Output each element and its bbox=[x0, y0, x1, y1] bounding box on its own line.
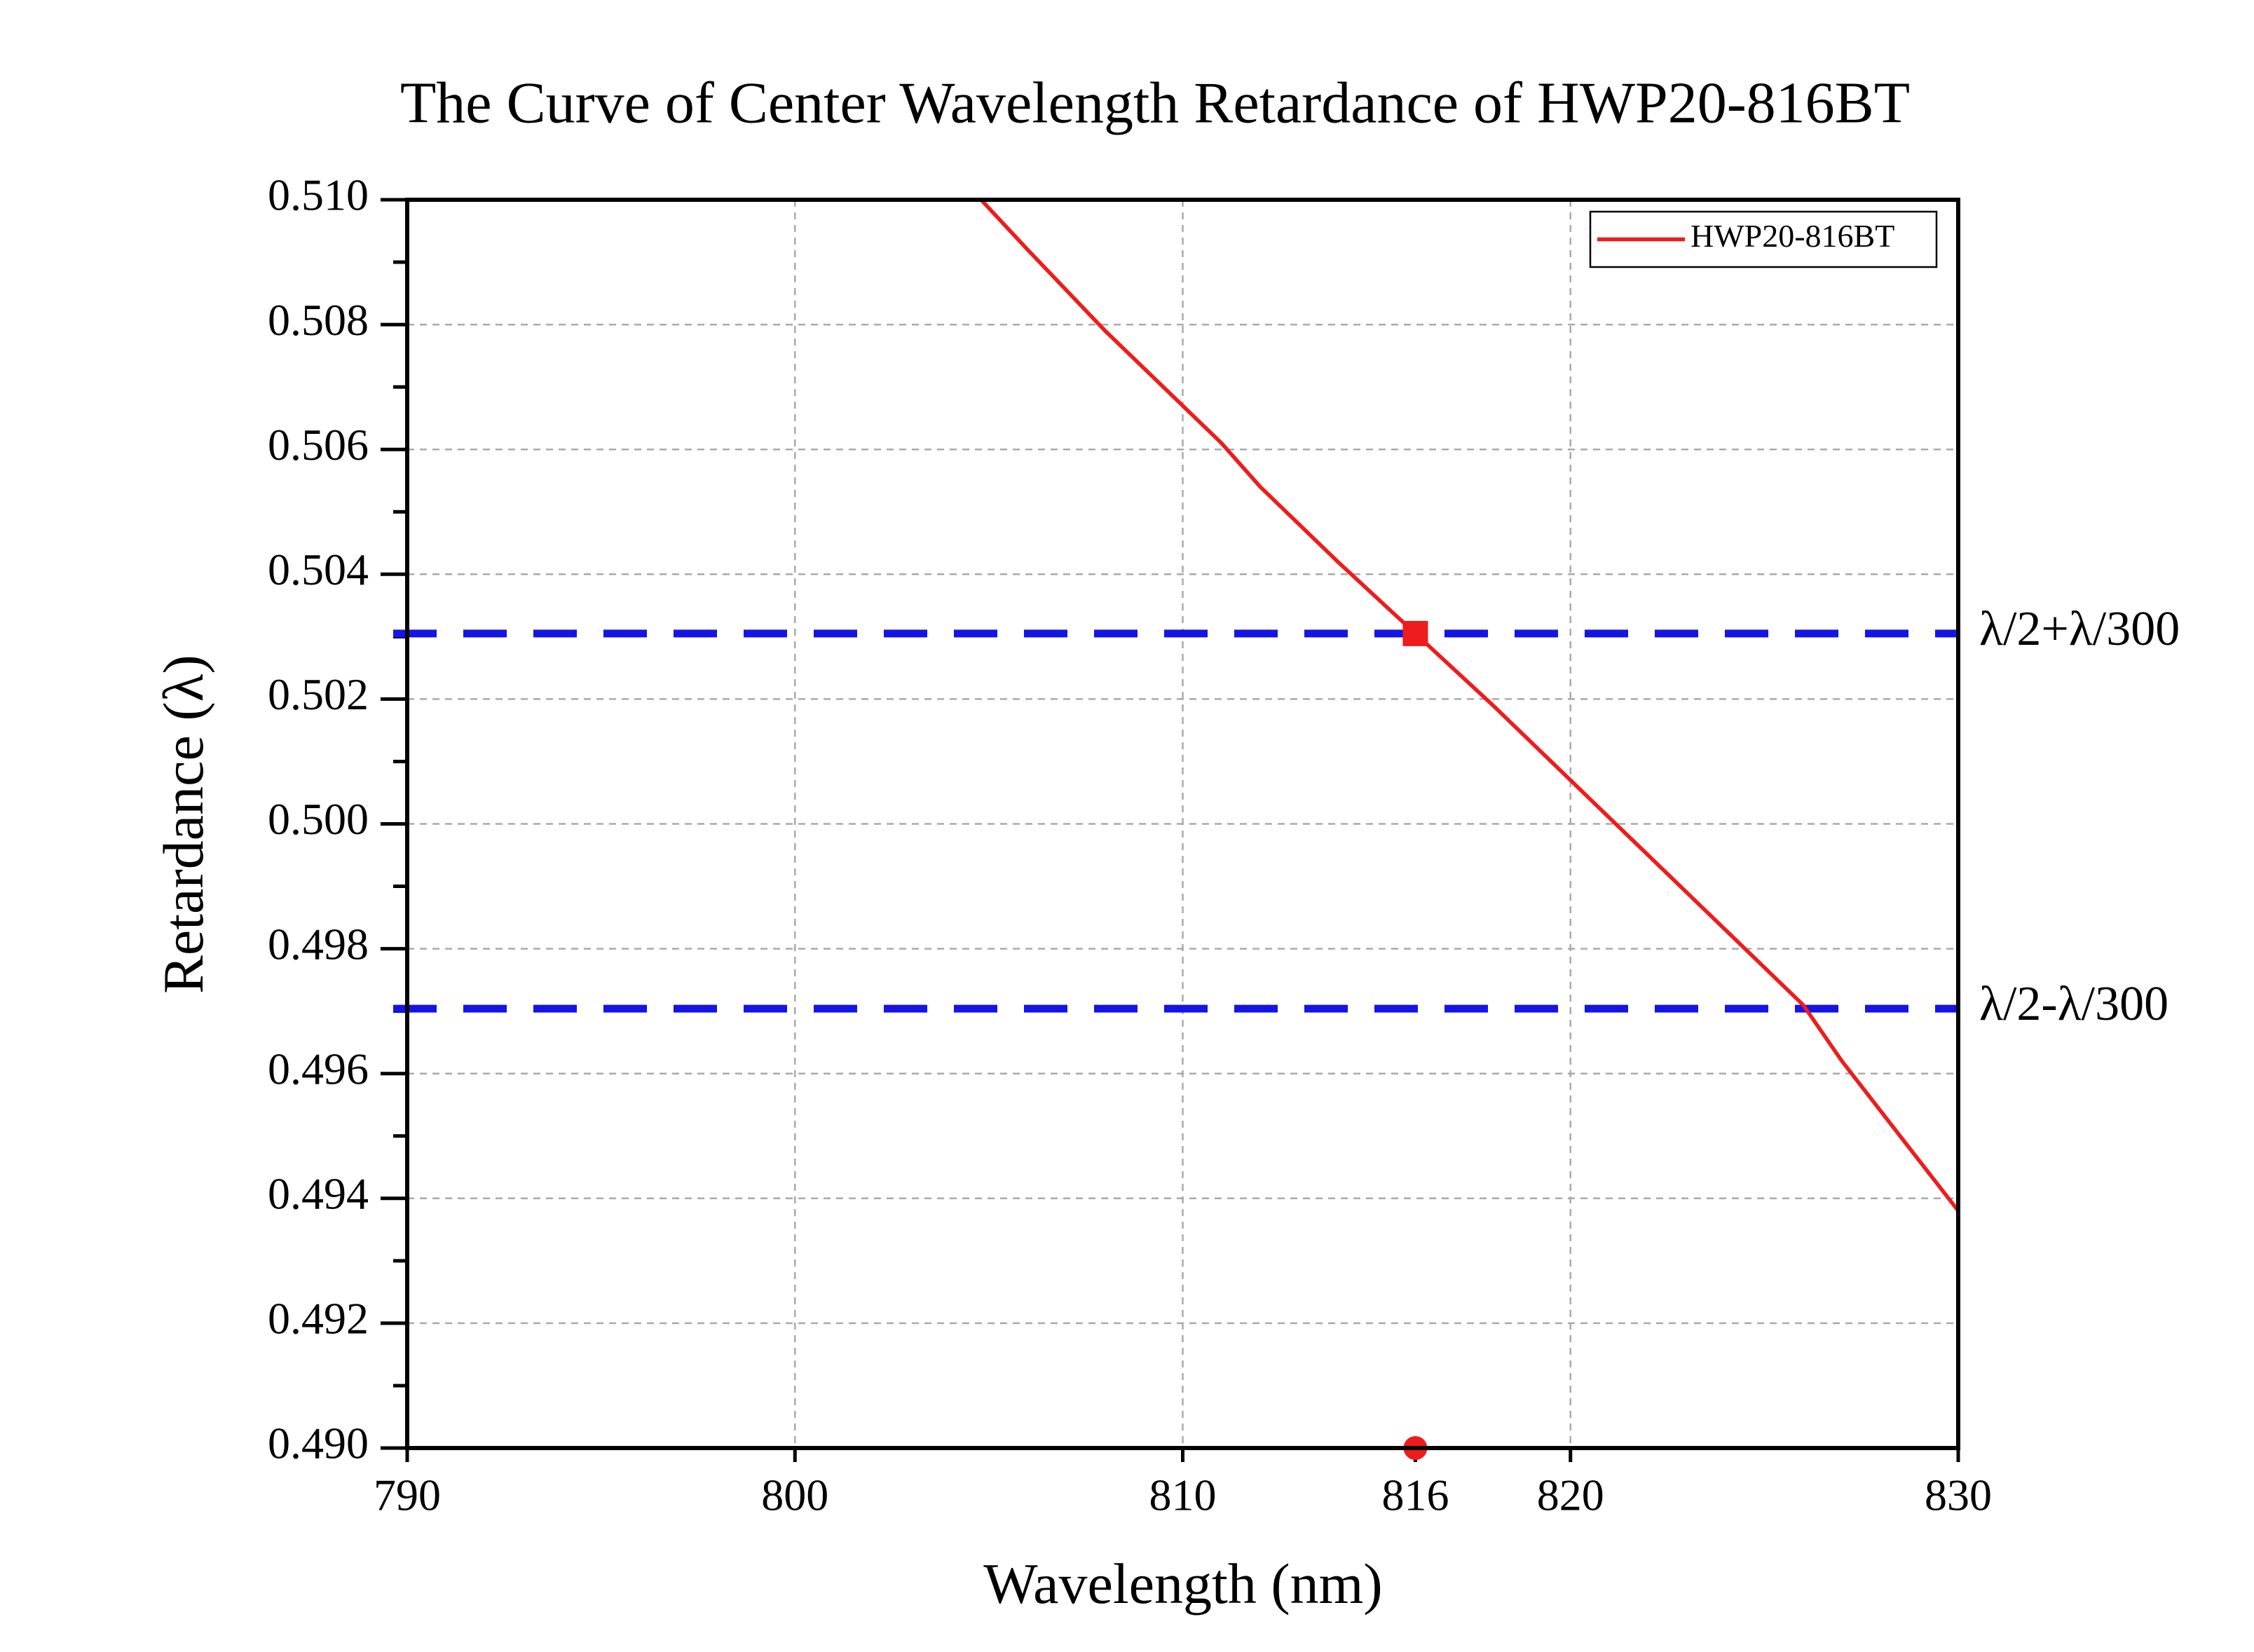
y-tick-label: 0.508 bbox=[268, 295, 369, 345]
x-tick-label: 830 bbox=[1925, 1470, 1992, 1520]
y-tick-label: 0.490 bbox=[268, 1419, 369, 1468]
y-tick-label: 0.504 bbox=[268, 545, 369, 594]
x-axis-label: Wavelength (nm) bbox=[983, 1552, 1382, 1616]
legend-label: HWP20-816BT bbox=[1690, 218, 1894, 254]
y-tick-label: 0.492 bbox=[268, 1294, 369, 1344]
y-tick-label: 0.502 bbox=[268, 669, 369, 719]
plot-frame bbox=[405, 198, 1960, 1450]
y-tick-label: 0.510 bbox=[268, 170, 369, 220]
x-tick-label: 790 bbox=[374, 1470, 441, 1520]
x-tick-label: 800 bbox=[761, 1470, 828, 1520]
y-tick-label: 0.506 bbox=[268, 420, 369, 470]
y-tick-label: 0.496 bbox=[268, 1044, 369, 1093]
y-tick-label: 0.498 bbox=[268, 919, 369, 969]
y-axis-label: Retardance (λ) bbox=[151, 655, 215, 994]
data-line bbox=[979, 200, 1958, 1213]
reference-label: λ/2-λ/300 bbox=[1979, 977, 2168, 1031]
y-tick-label: 0.500 bbox=[268, 794, 369, 844]
marker bbox=[1402, 620, 1428, 646]
x-tick-label: 820 bbox=[1537, 1470, 1604, 1520]
x-tick-label: 816 bbox=[1381, 1470, 1449, 1520]
y-tick-label: 0.494 bbox=[268, 1168, 369, 1218]
x-tick-label: 810 bbox=[1149, 1470, 1217, 1520]
chart-title: The Curve of Center Wavelength Retardanc… bbox=[400, 70, 1910, 135]
reference-label: λ/2+λ/300 bbox=[1979, 602, 2180, 656]
